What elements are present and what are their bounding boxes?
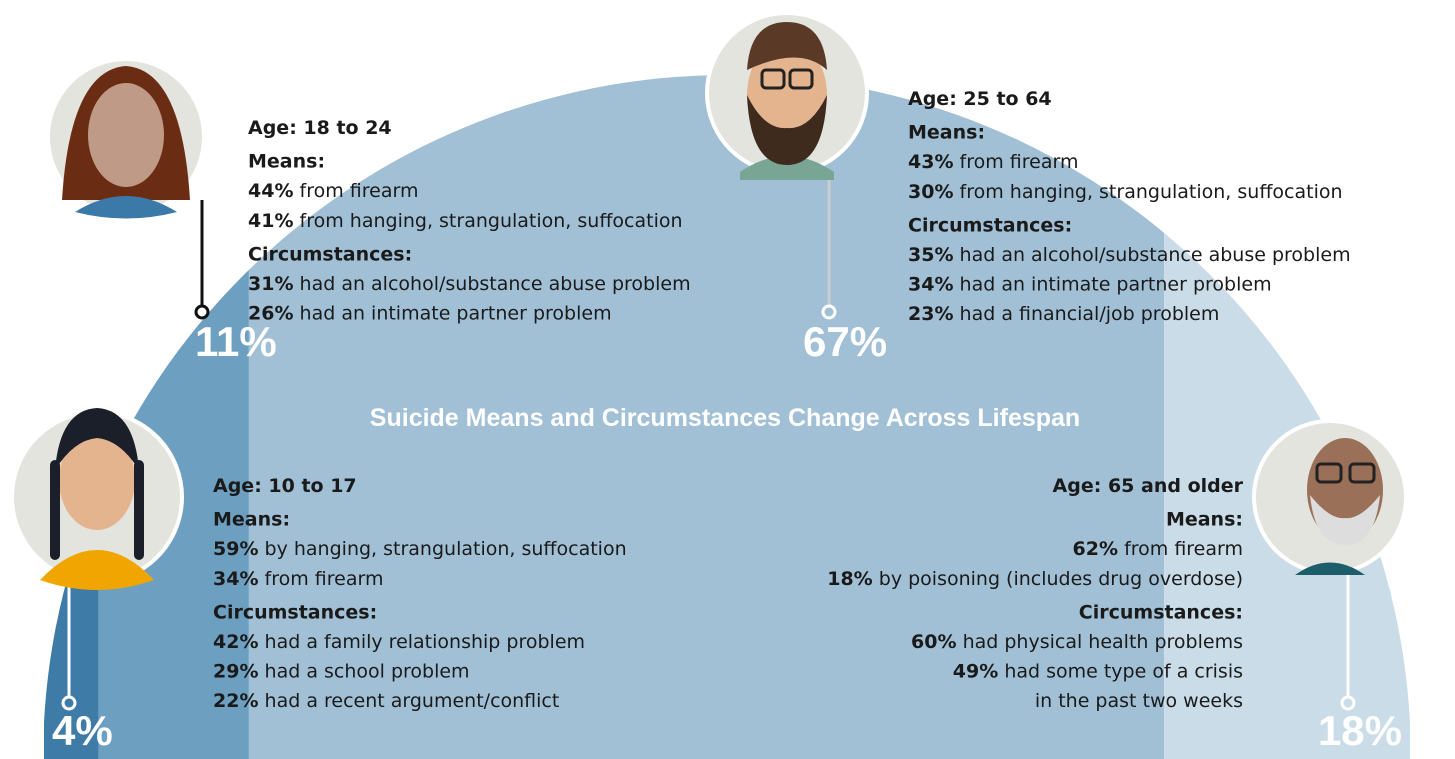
infographic: Suicide Means and Circumstances Change A…: [0, 0, 1455, 759]
stat-line: 42% had a family relationship problem: [213, 631, 585, 653]
stat-line: 18% by poisoning (includes drug overdose…: [827, 568, 1243, 590]
stat-text: in the past two weeks: [1035, 690, 1243, 712]
stat-percent: 22%: [213, 690, 258, 712]
stat-line: 26% had an intimate partner problem: [248, 303, 612, 325]
stat-line: 43% from firearm: [908, 151, 1078, 173]
section-heading: Means:: [248, 151, 325, 173]
stat-line: 35% had an alcohol/substance abuse probl…: [908, 244, 1351, 266]
stat-text: had an intimate partner problem: [300, 303, 612, 325]
age-label: Age: 65 and older: [1053, 475, 1244, 497]
stat-percent: 18%: [827, 568, 872, 590]
share-label: 67%: [803, 318, 887, 365]
stat-text: from firearm: [1124, 538, 1243, 560]
stat-percent: 23%: [908, 303, 953, 325]
age-label: Age: 18 to 24: [248, 117, 392, 139]
stat-text: had a financial/job problem: [960, 303, 1220, 325]
stat-percent: 34%: [213, 568, 258, 590]
section-heading: Circumstances:: [908, 214, 1072, 236]
stat-percent: 43%: [908, 151, 953, 173]
stat-text: had a recent argument/conflict: [265, 690, 560, 712]
share-label: 18%: [1318, 707, 1402, 754]
stat-text: had an alcohol/substance abuse problem: [960, 244, 1351, 266]
stat-line: 60% had physical health problems: [911, 631, 1243, 653]
stat-percent: 62%: [1073, 538, 1118, 560]
stat-text: had an intimate partner problem: [960, 274, 1272, 296]
stat-line: 49% had some type of a crisis: [953, 661, 1243, 683]
stat-line: 34% had an intimate partner problem: [908, 274, 1272, 296]
age-label: Age: 25 to 64: [908, 88, 1052, 110]
stat-line: 41% from hanging, strangulation, suffoca…: [248, 210, 683, 232]
stat-text: by hanging, strangulation, suffocation: [265, 538, 627, 560]
avatar-65-older: [1254, 421, 1406, 575]
title: Suicide Means and Circumstances Change A…: [370, 404, 1080, 432]
section-heading: Means:: [213, 509, 290, 531]
section-heading: Means:: [1166, 509, 1243, 531]
stat-percent: 29%: [213, 661, 258, 683]
stat-line: 22% had a recent argument/conflict: [213, 690, 559, 712]
stat-percent: 34%: [908, 274, 953, 296]
stat-percent: 41%: [248, 210, 293, 232]
stat-text: from firearm: [265, 568, 384, 590]
stat-percent: 30%: [908, 181, 953, 203]
stat-line: 44% from firearm: [248, 180, 418, 202]
stat-line: 59% by hanging, strangulation, suffocati…: [213, 538, 627, 560]
stat-text: had some type of a crisis: [1004, 661, 1243, 683]
age-label: Age: 10 to 17: [213, 475, 357, 497]
section-heading: Circumstances:: [213, 601, 377, 623]
share-label: 4%: [52, 707, 113, 754]
stat-line: 23% had a financial/job problem: [908, 303, 1219, 325]
stat-line: 62% from firearm: [1073, 538, 1243, 560]
stat-text: had physical health problems: [963, 631, 1243, 653]
stat-text: from hanging, strangulation, suffocation: [960, 181, 1343, 203]
stat-line: 31% had an alcohol/substance abuse probl…: [248, 273, 691, 295]
stat-text: had an alcohol/substance abuse problem: [300, 273, 691, 295]
stat-line: 34% from firearm: [213, 568, 383, 590]
stat-text: from firearm: [300, 180, 419, 202]
stat-percent: 44%: [248, 180, 293, 202]
stat-percent: 35%: [908, 244, 953, 266]
stat-percent: 42%: [213, 631, 258, 653]
stat-line: 30% from hanging, strangulation, suffoca…: [908, 181, 1343, 203]
stat-line: 29% had a school problem: [213, 661, 470, 683]
connector-18-24: [196, 200, 208, 318]
stat-text: had a family relationship problem: [265, 631, 586, 653]
section-heading: Means:: [908, 122, 985, 144]
stat-percent: 59%: [213, 538, 258, 560]
stat-percent: 49%: [953, 661, 998, 683]
avatar-18-24: [48, 59, 204, 219]
share-label: 11%: [195, 318, 277, 365]
stat-text: from hanging, strangulation, suffocation: [300, 210, 683, 232]
stat-text: had a school problem: [265, 661, 470, 683]
stat-text: by poisoning (includes drug overdose): [879, 568, 1243, 590]
stat-percent: 31%: [248, 273, 293, 295]
section-heading: Circumstances:: [1079, 601, 1243, 623]
stat-text: from firearm: [960, 151, 1079, 173]
section-heading: Circumstances:: [248, 243, 412, 265]
stat-percent: 60%: [911, 631, 956, 653]
